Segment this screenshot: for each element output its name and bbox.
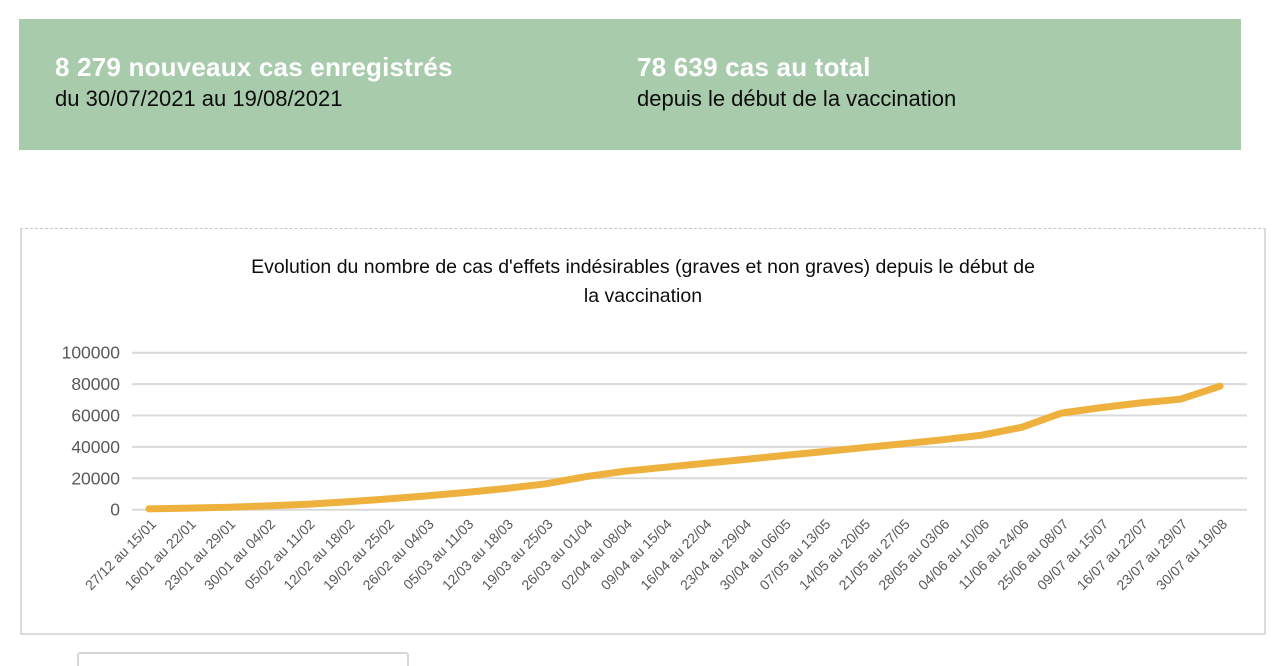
x-axis-tick-label: 11/06 au 24/06 <box>955 516 1032 593</box>
total-cases-headline: 78 639 cas au total <box>637 52 871 82</box>
y-axis-tick-label: 100000 <box>62 343 121 363</box>
chart-title-line-2: la vaccination <box>583 285 703 307</box>
cumulative-cases-line <box>145 382 1224 513</box>
y-axis-tick-label: 20000 <box>71 468 120 488</box>
y-axis-tick-label: 80000 <box>71 374 120 394</box>
y-axis-tick-label: 0 <box>110 500 120 520</box>
chart-card: 0 20000 40000 60000 80000 100000 27/12 au 15/0… <box>20 228 1266 635</box>
new-cases-block: 8 279 nouveaux cas enregistrés du 30/07/… <box>55 52 453 112</box>
legend-box-cutoff <box>77 652 409 666</box>
y-axis-tick-label: 60000 <box>71 406 120 426</box>
total-cases-block: 78 639 cas au total depuis le début de l… <box>637 52 956 112</box>
x-axis-tick-label: 05/03 au 11/03 <box>400 516 477 593</box>
new-cases-period: du 30/07/2021 au 19/08/2021 <box>55 86 343 111</box>
chart-title: Evolution du nombre de cas d'effets indé… <box>22 253 1264 311</box>
x-axis-tick-label: 05/02 au 11/02 <box>241 516 318 593</box>
x-axis-tick-label: 30/07 au 19/08 <box>1153 516 1231 594</box>
new-cases-headline: 8 279 nouveaux cas enregistrés <box>55 52 453 82</box>
summary-banner: 8 279 nouveaux cas enregistrés du 30/07/… <box>19 19 1241 150</box>
y-axis-tick-label: 40000 <box>71 437 120 457</box>
total-cases-period: depuis le début de la vaccination <box>637 86 957 111</box>
chart-title-line-1: Evolution du nombre de cas d'effets indé… <box>251 256 1035 278</box>
